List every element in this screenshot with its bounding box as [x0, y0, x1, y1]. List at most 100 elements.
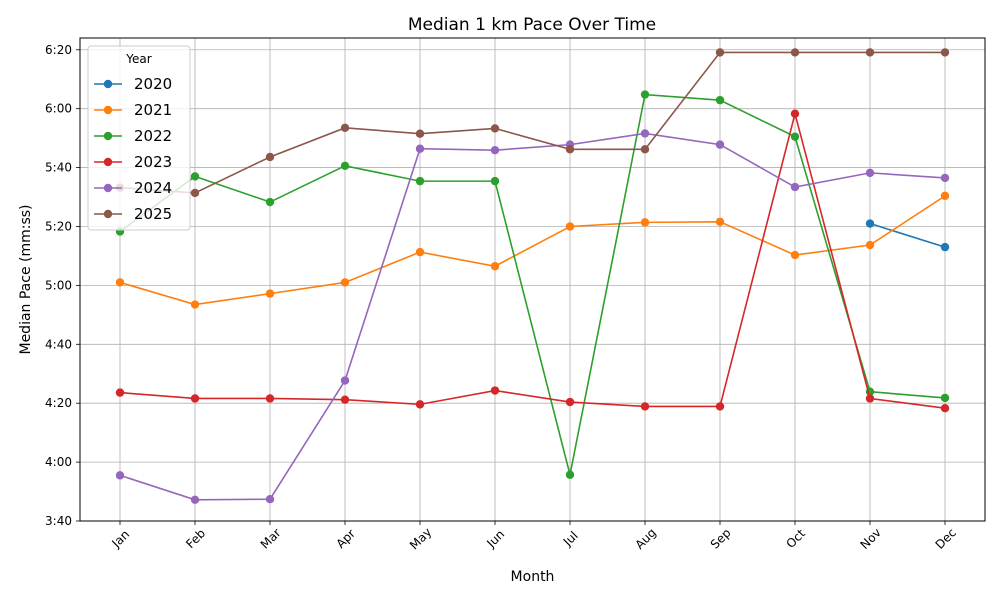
data-point	[340, 278, 350, 287]
x-axis-label: Month	[511, 569, 555, 585]
legend-marker	[103, 183, 113, 193]
series-line	[119, 110, 946, 409]
data-point	[940, 191, 950, 201]
plot-frame	[79, 37, 986, 522]
data-point	[265, 495, 275, 504]
data-point	[190, 188, 200, 198]
data-point	[415, 400, 425, 409]
legend-label: 2020	[134, 75, 172, 93]
legend-marker	[103, 209, 113, 219]
data-point	[340, 123, 350, 133]
data-point	[265, 394, 275, 403]
data-point	[190, 394, 200, 403]
data-point	[640, 218, 650, 227]
legend-label: 2021	[134, 101, 172, 119]
y-tick-label: 6:20	[45, 43, 72, 57]
data-point	[715, 95, 725, 105]
data-point	[715, 217, 725, 226]
data-point	[715, 402, 725, 411]
data-point	[415, 129, 425, 138]
y-tick-label: 5:20	[45, 219, 72, 233]
data-point	[790, 250, 800, 260]
data-point	[490, 176, 500, 186]
data-point	[115, 278, 125, 287]
legend-marker	[103, 157, 113, 167]
data-point	[340, 376, 350, 385]
data-point	[115, 471, 125, 480]
legend-marker	[103, 105, 113, 115]
series-2022	[115, 90, 950, 479]
data-point	[340, 395, 350, 404]
y-tick-label: 4:40	[45, 337, 72, 351]
data-point	[940, 48, 950, 57]
data-point	[340, 161, 350, 171]
y-tick-label: 5:40	[45, 161, 72, 175]
y-tick-label: 3:40	[45, 514, 72, 528]
legend-item-2020: 2020	[94, 75, 172, 93]
data-point	[865, 48, 875, 57]
legend: Year 2020 2021 2022 2023 2024 2025	[87, 45, 191, 231]
series-layer	[115, 48, 950, 504]
y-axis-label: Median Pace (mm:ss)	[18, 204, 34, 354]
data-point	[115, 388, 125, 397]
data-point	[865, 394, 875, 403]
data-point	[940, 393, 950, 403]
y-tick-label: 4:20	[45, 396, 72, 410]
legend-marker	[103, 131, 113, 141]
data-point	[190, 172, 200, 181]
data-point	[565, 145, 575, 154]
data-point	[865, 219, 875, 228]
grid	[80, 38, 985, 522]
legend-label: 2025	[134, 205, 172, 223]
data-point	[865, 168, 875, 178]
data-point	[715, 140, 725, 149]
legend-title: Year	[125, 52, 151, 66]
data-point	[415, 247, 425, 257]
chart-title: Median 1 km Pace Over Time	[408, 15, 656, 35]
series-2023	[115, 109, 950, 413]
data-point	[790, 132, 800, 141]
data-point	[640, 129, 650, 138]
y-tick-label: 5:00	[45, 278, 72, 292]
data-point	[565, 470, 575, 479]
series-2021	[115, 191, 950, 309]
legend-label: 2024	[134, 179, 172, 197]
data-point	[265, 152, 275, 162]
data-point	[640, 402, 650, 411]
legend-box	[87, 45, 191, 231]
data-point	[640, 145, 650, 154]
data-point	[415, 144, 425, 153]
legend-item-2024: 2024	[94, 179, 172, 197]
series-line	[119, 93, 946, 475]
data-point	[640, 90, 650, 99]
legend-item-2023: 2023	[94, 153, 172, 171]
series-line	[119, 195, 946, 306]
series-2025	[115, 48, 950, 198]
data-point	[790, 48, 800, 57]
legend-label: 2022	[134, 127, 172, 145]
data-point	[790, 109, 800, 118]
data-point	[715, 48, 725, 57]
series-line	[119, 132, 946, 501]
data-point	[265, 197, 275, 207]
data-point	[490, 262, 500, 271]
data-point	[490, 146, 500, 155]
legend-item-2022: 2022	[94, 127, 172, 145]
data-point	[190, 300, 200, 309]
y-tick-label: 6:00	[45, 102, 72, 116]
data-point	[790, 182, 800, 192]
data-point	[490, 386, 500, 395]
data-point	[565, 397, 575, 407]
data-point	[940, 404, 950, 413]
legend-item-2021: 2021	[94, 101, 172, 119]
data-point	[415, 176, 425, 186]
series-line	[119, 51, 945, 194]
series-line	[869, 222, 946, 248]
data-point	[940, 242, 950, 252]
data-point	[490, 124, 500, 133]
series-2020	[865, 219, 950, 252]
legend-label: 2023	[134, 153, 172, 171]
data-point	[565, 222, 575, 231]
series-2024	[115, 129, 950, 504]
